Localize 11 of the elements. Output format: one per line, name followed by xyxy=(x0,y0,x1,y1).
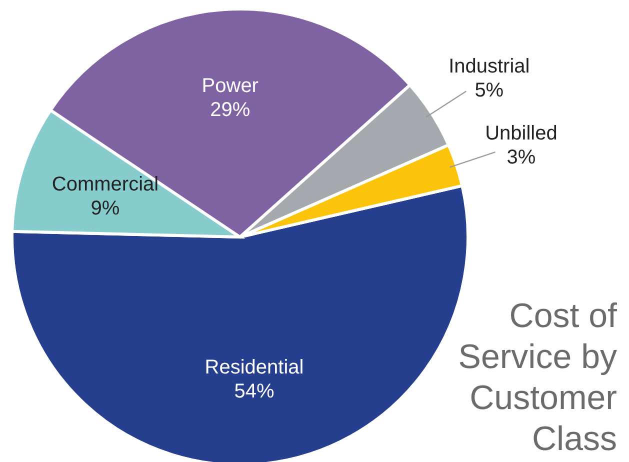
data-label: 54% xyxy=(234,380,275,403)
slice-label: Residential xyxy=(204,356,304,379)
text: Cost of Service by Customer Class xyxy=(458,297,618,458)
data-label: 9% xyxy=(90,197,120,220)
slice-label: Unbilled xyxy=(485,122,558,144)
data-label: 5% xyxy=(474,79,504,102)
slice-label: Power xyxy=(202,74,259,97)
data-label: 3% xyxy=(506,146,536,168)
data-label: 29% xyxy=(210,98,250,121)
slice-label: Commercial xyxy=(52,173,159,196)
slice-label: Industrial xyxy=(448,55,530,78)
